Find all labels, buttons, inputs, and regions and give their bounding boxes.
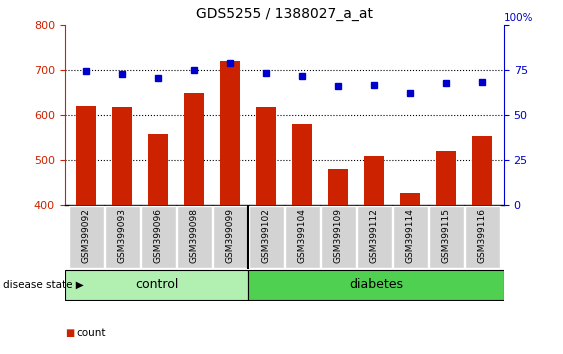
FancyBboxPatch shape bbox=[69, 206, 104, 268]
Bar bbox=[221, 61, 240, 205]
FancyBboxPatch shape bbox=[177, 206, 212, 268]
FancyBboxPatch shape bbox=[285, 206, 320, 268]
Bar bbox=[364, 156, 384, 205]
Text: GSM399109: GSM399109 bbox=[334, 209, 343, 263]
FancyBboxPatch shape bbox=[321, 206, 356, 268]
Text: 100%: 100% bbox=[504, 13, 533, 23]
Text: GSM399099: GSM399099 bbox=[226, 209, 235, 263]
FancyBboxPatch shape bbox=[213, 206, 248, 268]
FancyBboxPatch shape bbox=[105, 206, 140, 268]
Text: GSM399096: GSM399096 bbox=[154, 209, 163, 263]
FancyBboxPatch shape bbox=[65, 270, 248, 300]
FancyBboxPatch shape bbox=[465, 206, 499, 268]
Text: count: count bbox=[76, 328, 105, 338]
FancyBboxPatch shape bbox=[393, 206, 427, 268]
Text: GSM399104: GSM399104 bbox=[298, 209, 307, 263]
Text: GSM399116: GSM399116 bbox=[478, 209, 487, 263]
Text: GSM399102: GSM399102 bbox=[262, 209, 271, 263]
FancyBboxPatch shape bbox=[248, 270, 504, 300]
FancyBboxPatch shape bbox=[429, 206, 463, 268]
Text: GSM399115: GSM399115 bbox=[442, 209, 451, 263]
Text: disease state ▶: disease state ▶ bbox=[3, 280, 83, 290]
Text: GSM399093: GSM399093 bbox=[118, 209, 127, 263]
Bar bbox=[328, 169, 348, 205]
Title: GDS5255 / 1388027_a_at: GDS5255 / 1388027_a_at bbox=[196, 7, 373, 21]
Bar bbox=[436, 151, 456, 205]
FancyBboxPatch shape bbox=[357, 206, 392, 268]
Bar bbox=[292, 124, 312, 205]
Text: GSM399112: GSM399112 bbox=[370, 209, 379, 263]
Bar bbox=[256, 107, 276, 205]
Bar bbox=[77, 106, 96, 205]
Bar bbox=[472, 136, 492, 205]
Text: diabetes: diabetes bbox=[349, 279, 403, 291]
Text: GSM399114: GSM399114 bbox=[406, 209, 415, 263]
Bar bbox=[149, 134, 168, 205]
Text: ■: ■ bbox=[65, 328, 74, 338]
Text: control: control bbox=[135, 279, 178, 291]
Text: GSM399092: GSM399092 bbox=[82, 209, 91, 263]
Bar bbox=[185, 93, 204, 205]
FancyBboxPatch shape bbox=[141, 206, 176, 268]
FancyBboxPatch shape bbox=[249, 206, 284, 268]
Bar bbox=[400, 193, 420, 205]
Text: GSM399098: GSM399098 bbox=[190, 209, 199, 263]
Bar bbox=[113, 107, 132, 205]
